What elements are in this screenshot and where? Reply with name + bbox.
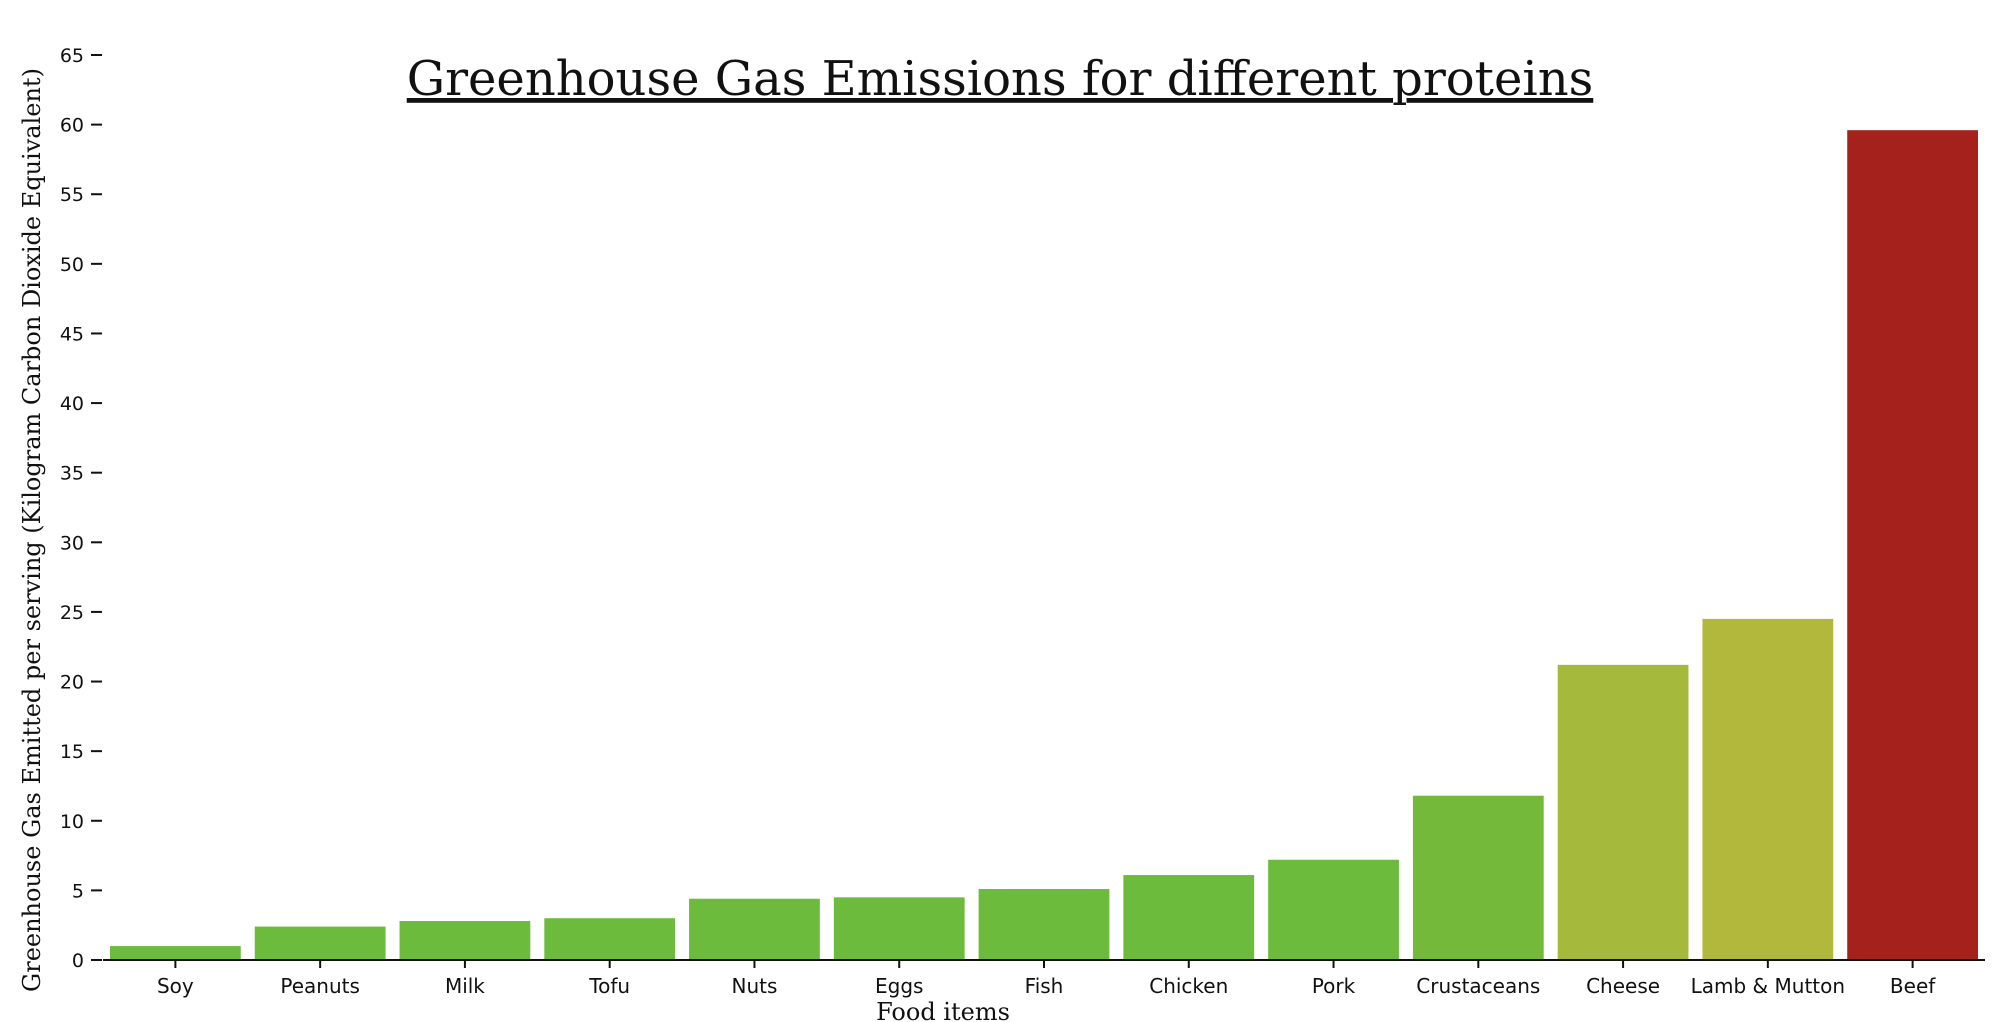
y-tick-label: 55	[60, 184, 84, 206]
y-axis: 0 5 10 15 20 25 30 35 40 45 50 55 60 65	[60, 45, 102, 972]
x-tick-label: Milk	[445, 974, 485, 998]
y-tick-label: 60	[60, 115, 84, 137]
y-tick-label: 10	[60, 811, 84, 833]
x-tick-label: Peanuts	[280, 974, 360, 998]
x-axis-title: Food items	[876, 998, 1010, 1022]
x-tick-label: Nuts	[732, 974, 778, 998]
bars-group	[110, 130, 1978, 960]
bar-beef	[1847, 130, 1978, 960]
bar-cheese	[1557, 664, 1689, 960]
x-tick-label: Pork	[1312, 974, 1356, 998]
bar-crustaceans	[1412, 795, 1544, 960]
y-tick-label: 15	[60, 741, 84, 763]
y-tick-label: 65	[60, 45, 84, 67]
x-tick-label: Fish	[1025, 974, 1064, 998]
y-tick-label: 45	[60, 323, 84, 345]
y-tick-label: 50	[60, 254, 84, 276]
bar-chicken	[1123, 875, 1255, 960]
chart-title: Greenhouse Gas Emissions for different p…	[407, 51, 1594, 107]
y-tick-label: 40	[60, 393, 84, 415]
x-tick-label: Eggs	[875, 974, 923, 998]
y-tick-label: 0	[72, 950, 84, 972]
y-tick-label: 25	[60, 602, 84, 624]
y-axis-title: Greenhouse Gas Emitted per serving (Kilo…	[18, 68, 46, 992]
y-tick-label: 20	[60, 672, 84, 694]
x-tick-label: Cheese	[1586, 974, 1660, 998]
x-tick-label: Tofu	[588, 974, 630, 998]
bar-tofu	[544, 918, 676, 960]
y-tick-label: 30	[60, 532, 84, 554]
bar-fish	[978, 888, 1110, 960]
bar-lamb-mutton	[1702, 618, 1834, 960]
x-tick-label: Soy	[157, 974, 194, 998]
bar-nuts	[689, 898, 820, 960]
bar-milk	[399, 921, 531, 960]
y-tick-label: 35	[60, 463, 84, 485]
x-tick-label: Lamb & Mutton	[1691, 974, 1845, 998]
x-tick-label: Chicken	[1149, 974, 1228, 998]
bar-soy	[110, 946, 241, 960]
y-tick-label: 5	[72, 880, 84, 902]
bar-pork	[1268, 859, 1399, 960]
bar-peanuts	[254, 926, 386, 960]
x-tick-label: Beef	[1890, 974, 1936, 998]
bar-eggs	[833, 897, 965, 960]
x-tick-label: Crustaceans	[1416, 974, 1540, 998]
x-axis: Soy Peanuts Milk Tofu Nuts Eggs Fish Chicken Por…	[103, 959, 1985, 998]
